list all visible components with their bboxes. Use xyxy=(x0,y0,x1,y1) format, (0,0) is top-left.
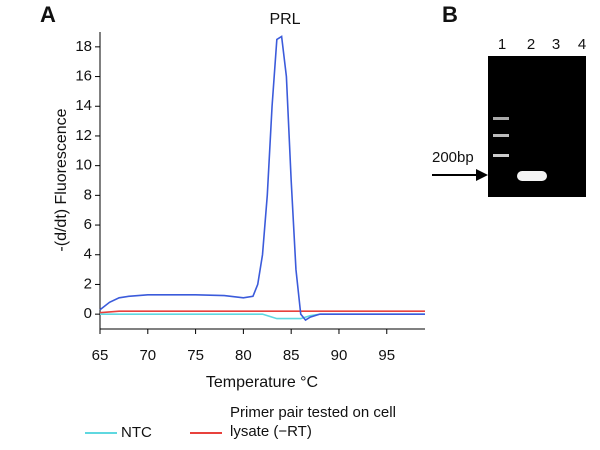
y-tick-label: 4 xyxy=(84,246,92,263)
x-axis-label: Temperature °C xyxy=(206,374,318,391)
gel-panel: B 1 2 3 4 200bp xyxy=(432,2,586,197)
series-line xyxy=(99,310,425,314)
arrow-head xyxy=(476,169,488,181)
ladder-band xyxy=(493,134,509,137)
x-tick-label: 95 xyxy=(378,347,395,364)
x-tick-label: 85 xyxy=(283,347,300,364)
y-tick-label: 12 xyxy=(75,127,92,144)
lane-label: 1 xyxy=(498,36,506,53)
x-tick-label: 75 xyxy=(187,347,204,364)
x-tick-label: 70 xyxy=(139,347,156,364)
chart-title: PRL xyxy=(269,11,300,28)
panel-label: A xyxy=(40,2,56,27)
series-line xyxy=(99,35,425,322)
y-tick-label: 10 xyxy=(75,157,92,174)
x-tick-label: 80 xyxy=(235,347,252,364)
panel-label: B xyxy=(442,2,458,27)
y-tick-label: 18 xyxy=(75,38,92,55)
legend-text: Primer pair tested on cell lysate (−RT) xyxy=(230,404,396,440)
lane-label: 2 xyxy=(527,36,535,53)
pcr-band xyxy=(517,171,547,181)
y-tick-label: 0 xyxy=(84,305,92,322)
legend-label: NTC xyxy=(121,424,152,441)
series-line xyxy=(100,313,425,320)
ladder-band xyxy=(493,154,509,157)
y-tick-label: 14 xyxy=(75,97,92,114)
lane-label: 3 xyxy=(552,36,560,53)
lane-label: 4 xyxy=(578,36,586,53)
ladder-band xyxy=(493,117,509,120)
y-tick-label: 16 xyxy=(75,68,92,85)
y-tick-label: 6 xyxy=(84,216,92,233)
y-tick-label: 8 xyxy=(84,186,92,203)
x-tick-label: 90 xyxy=(331,347,348,364)
x-tick-label: 65 xyxy=(92,347,109,364)
marker-label: 200bp xyxy=(432,149,474,166)
y-axis-label: -(d/dt) Fluorescence xyxy=(53,108,70,251)
y-tick-label: 2 xyxy=(84,275,92,292)
